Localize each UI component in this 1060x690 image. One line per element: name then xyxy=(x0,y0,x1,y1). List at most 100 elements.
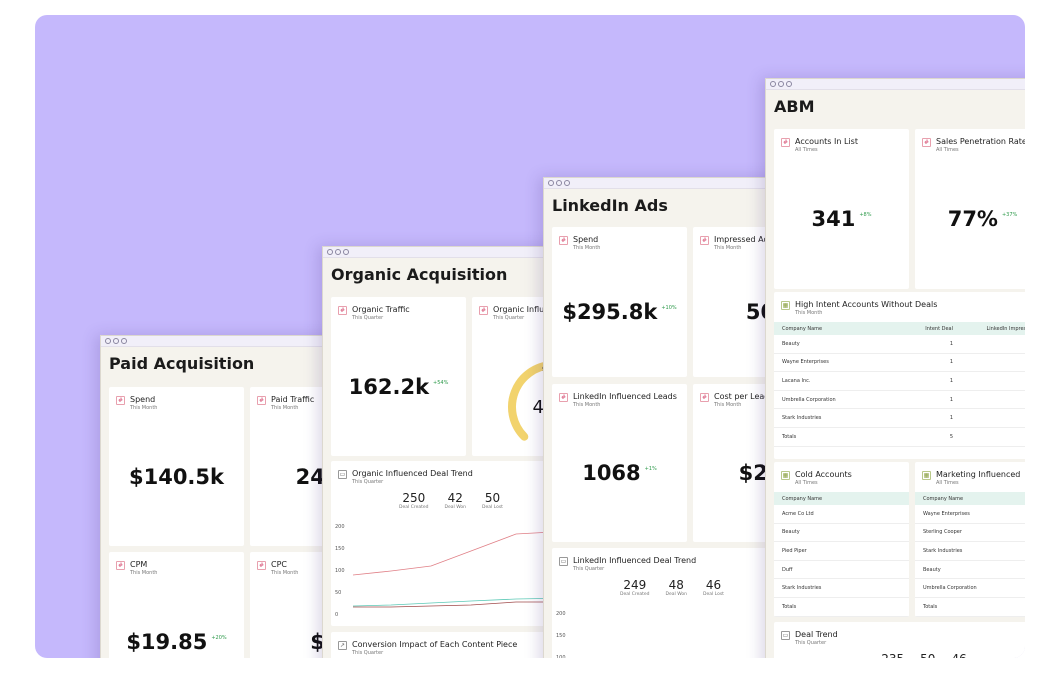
trend-stat: 50 xyxy=(920,652,935,658)
table-row: Acme Co Ltd1 xyxy=(774,505,909,524)
table-cell: Umbrella Corporation xyxy=(774,390,900,410)
y-tick-label: 100 xyxy=(556,655,566,658)
table-cell: 5 xyxy=(900,427,961,447)
card-header: # Organic Traffic This Quarter xyxy=(338,305,410,321)
table-cell: Wayne Enterprises xyxy=(915,505,1025,524)
card-header: ▭ LinkedIn Influenced Deal Trend This Quar… xyxy=(559,556,696,572)
stat-value: 249 xyxy=(623,578,647,592)
table-cell: Beauty xyxy=(774,335,900,354)
card-icon: ▦ xyxy=(781,471,790,480)
card-title: Cold Accounts xyxy=(795,470,852,479)
stat-label: Deal Won xyxy=(665,592,687,597)
stat-value: 50 xyxy=(484,491,501,505)
card: # Accounts In List All Times 341 +8% xyxy=(774,129,909,289)
card-period: All Times xyxy=(936,480,959,486)
card-heading: LinkedIn Influenced Leads This Month xyxy=(573,392,677,408)
table-cell: 1 xyxy=(890,560,909,580)
card-title: Sales Penetration Rate xyxy=(936,137,1025,146)
card-heading: Accounts In List All Times xyxy=(795,137,858,153)
table-row: Beauty xyxy=(915,560,1025,580)
card-period: This Month xyxy=(714,245,742,251)
card-header: # Spend This Month xyxy=(559,235,600,251)
stat-value: 235 xyxy=(881,652,904,658)
card-title: Cost per Lead xyxy=(714,392,770,401)
card-heading: Cold Accounts All Times xyxy=(795,470,852,486)
card-icon: # xyxy=(116,561,125,570)
table-cell: Stark Industries xyxy=(915,541,1025,561)
card-title: LinkedIn Influenced Deal Trend xyxy=(573,556,697,565)
card-period: This Month xyxy=(573,402,601,408)
card-title: Marketing Influenced xyxy=(936,470,1021,479)
window-titlebar xyxy=(544,178,794,189)
card-heading: Sales Penetration Rate All Times xyxy=(936,137,1025,153)
y-tick-label: 0 xyxy=(335,612,338,618)
card-period: This Month xyxy=(795,310,823,316)
metric-change: +37% xyxy=(1001,212,1018,218)
window-titlebar xyxy=(766,79,1025,90)
card-icon: # xyxy=(781,138,790,147)
card-icon: ▦ xyxy=(781,301,790,310)
table-cell: 1,118 xyxy=(961,408,1025,428)
card-period: This Month xyxy=(271,570,299,576)
card-body: $140.5k xyxy=(109,407,244,546)
trend-line xyxy=(352,530,571,576)
table-row: Wayne Enterprises11,827 xyxy=(774,353,1025,373)
column-header: Company Name xyxy=(915,492,1025,505)
window-dot xyxy=(564,180,570,186)
stat-label: Deal Created xyxy=(399,505,429,510)
card-icon: # xyxy=(559,236,568,245)
card-heading: Deal Trend This Quarter xyxy=(795,630,838,646)
metric-change: +10% xyxy=(661,305,677,311)
table-row: Umbrella Corporation11,276 xyxy=(774,390,1025,410)
trend-stats: 235 50 46 xyxy=(774,652,1025,658)
card: # CPM This Month $19.85 +20% xyxy=(109,552,244,658)
card-header: ▭ Deal Trend This Quarter xyxy=(781,630,838,646)
card-period: This Quarter xyxy=(573,566,605,572)
card-period: This Quarter xyxy=(352,650,384,656)
gauge-arc xyxy=(508,361,556,441)
table-cell: 1,276 xyxy=(961,390,1025,410)
table-row: Stark Industries11,118 xyxy=(774,408,1025,428)
y-tick-label: 100 xyxy=(335,568,345,574)
metric-value: 162.2k xyxy=(348,374,430,399)
card-title: Impressed Ads xyxy=(714,235,773,244)
window-dot xyxy=(778,81,784,87)
card-title: CPM xyxy=(130,560,148,569)
trend-stat: 50 Deal Lost xyxy=(482,491,503,510)
table-header: Company Name xyxy=(915,492,1025,505)
card-icon: # xyxy=(257,396,266,405)
card-period: This Quarter xyxy=(352,315,384,321)
card-header: ▭ Organic Influenced Deal Trend This Quart… xyxy=(338,469,473,485)
card-period: This Month xyxy=(130,570,158,576)
card: ▭ Organic Influenced Deal Trend This Quart… xyxy=(331,461,571,626)
card-heading: CPM This Month xyxy=(130,560,157,576)
card-title: Spend xyxy=(573,235,599,244)
trend-stat: 42 Deal Won xyxy=(445,491,466,510)
card-header: # Cost per Lead This Month xyxy=(700,392,769,408)
stat-value: 250 xyxy=(402,491,426,505)
column-header: Company Name xyxy=(774,322,900,335)
card: ↗ Conversion Impact of Each Content Piece… xyxy=(331,632,571,658)
card-icon: # xyxy=(559,393,568,402)
card-period: This Quarter xyxy=(795,640,827,646)
table-cell: 1 xyxy=(900,408,961,428)
card: # LinkedIn Influenced Leads This Month 1068… xyxy=(552,384,687,542)
trend-line xyxy=(353,601,571,608)
table-cell: Stark Industries xyxy=(774,578,890,598)
card-header: # LinkedIn Influenced Leads This Month xyxy=(559,392,677,408)
card: # Spend This Month $140.5k xyxy=(109,387,244,546)
card-icon: # xyxy=(338,306,347,315)
card-icon: ▦ xyxy=(922,471,931,480)
card-icon: # xyxy=(922,138,931,147)
card-title: High Intent Accounts Without Deals xyxy=(795,300,938,309)
table-cell: 1 xyxy=(900,353,961,373)
table-cell: Totals xyxy=(774,597,890,617)
table-header: Company Name- ▾ xyxy=(774,492,909,505)
metric-change: +20% xyxy=(211,634,227,641)
card-icon: ↗ xyxy=(338,641,347,650)
data-table: Company Name Wayne Enterprises Sterling Co… xyxy=(915,492,1025,617)
trend-stat: 250 Deal Created xyxy=(399,491,428,510)
